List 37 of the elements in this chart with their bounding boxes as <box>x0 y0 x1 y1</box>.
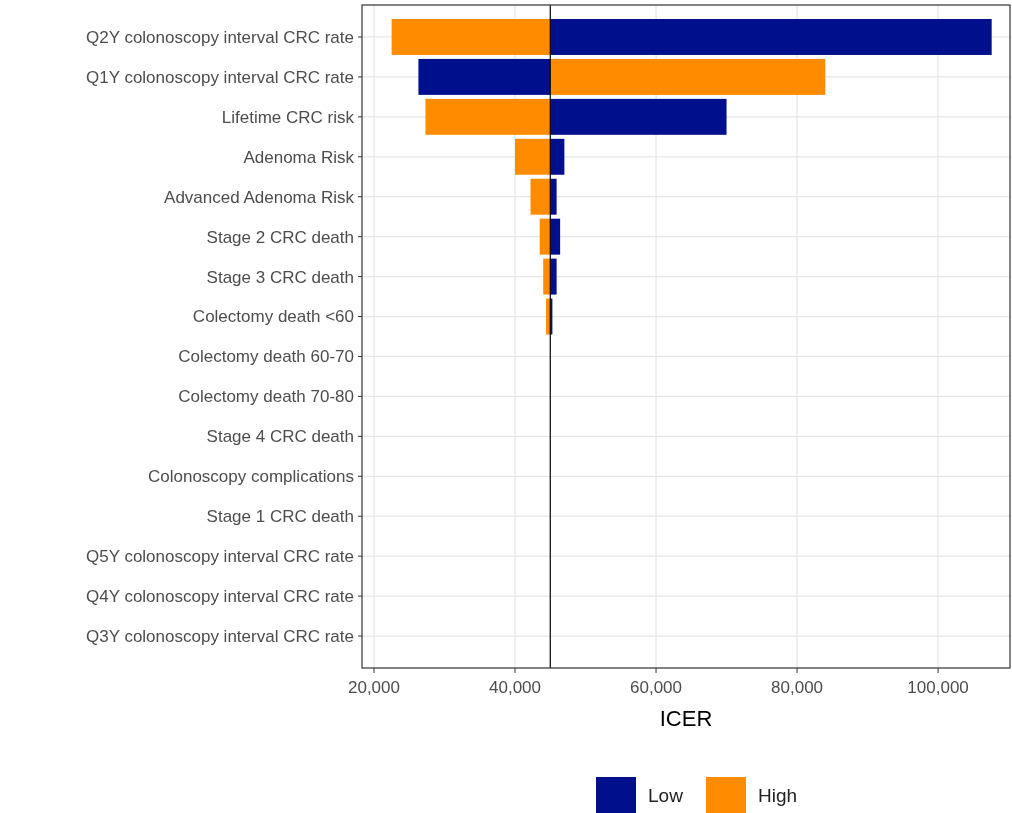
y-tick-label: Colectomy death 70-80 <box>178 387 354 407</box>
bar <box>418 58 551 95</box>
bar <box>539 218 551 255</box>
y-tick-label: Q1Y colonoscopy interval CRC rate <box>85 67 354 87</box>
y-tick-label: Colectomy death 60-70 <box>178 347 354 367</box>
y-tick-label: Stage 1 CRC death <box>206 507 354 527</box>
x-axis-title: ICER <box>659 706 713 731</box>
y-tick-label: Stage 3 CRC death <box>206 267 354 287</box>
bar <box>546 298 551 335</box>
bar <box>425 98 551 135</box>
x-tick-label: 80,000 <box>771 678 824 697</box>
y-tick-label: Q2Y colonoscopy interval CRC rate <box>85 27 354 47</box>
y-tick-label: Q4Y colonoscopy interval CRC rate <box>85 587 354 607</box>
bar <box>391 19 551 55</box>
bar <box>550 19 992 55</box>
bar <box>515 138 551 175</box>
y-tick-label: Stage 2 CRC death <box>206 227 354 247</box>
bar <box>550 58 826 95</box>
y-tick-label: Colonoscopy complications <box>148 467 354 487</box>
y-tick-label: Q3Y colonoscopy interval CRC rate <box>85 626 354 646</box>
bar <box>543 258 551 295</box>
y-tick-label: Stage 4 CRC death <box>206 427 354 447</box>
legend-label: Low <box>648 784 684 806</box>
x-tick-label: 100,000 <box>907 678 969 697</box>
y-tick-label: Lifetime CRC risk <box>221 107 355 127</box>
y-tick-label: Colectomy death <60 <box>192 307 354 327</box>
bar <box>550 138 565 175</box>
y-tick-label: Q5Y colonoscopy interval CRC rate <box>85 547 354 567</box>
bar <box>550 98 727 135</box>
y-tick-label: Adenoma Risk <box>243 147 355 167</box>
x-tick-label: 20,000 <box>347 678 400 697</box>
x-tick-label: 60,000 <box>630 678 683 697</box>
legend-label: High <box>758 784 798 806</box>
y-tick-label: Advanced Adenoma Risk <box>164 187 355 207</box>
x-tick-label: 40,000 <box>489 678 542 697</box>
bar <box>550 218 561 255</box>
bar <box>530 178 551 215</box>
